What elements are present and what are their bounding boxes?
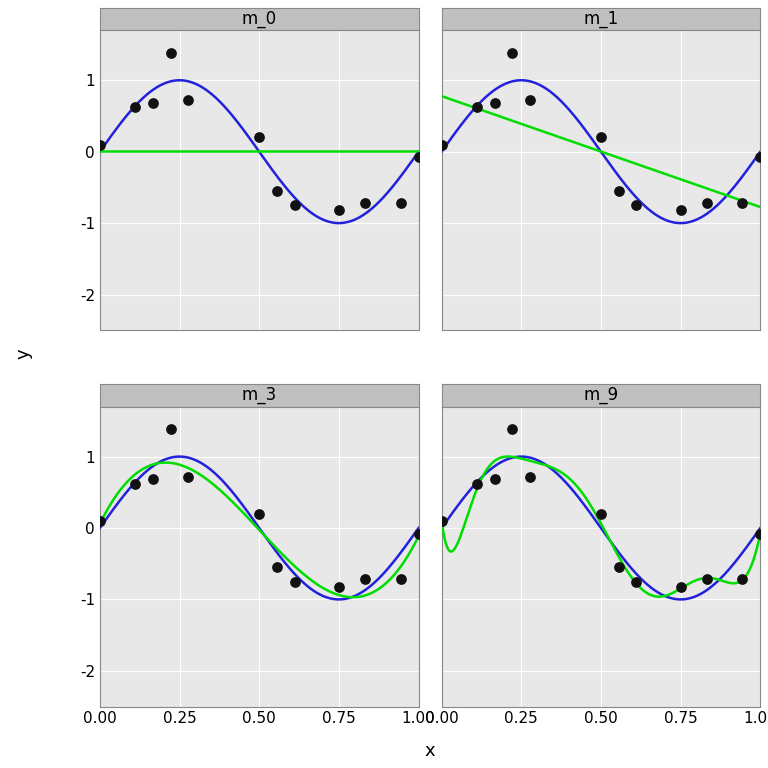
Point <box>147 97 159 109</box>
Point <box>289 575 301 588</box>
Point <box>594 131 607 144</box>
Point <box>164 47 177 59</box>
Point <box>524 471 536 483</box>
Point <box>471 101 483 114</box>
Point <box>164 423 177 435</box>
Point <box>754 528 766 540</box>
Point <box>524 94 536 107</box>
Point <box>435 515 448 527</box>
Point <box>94 138 106 151</box>
Point <box>701 573 713 585</box>
Point <box>737 573 749 585</box>
Text: m_3: m_3 <box>242 386 276 404</box>
Point <box>333 204 345 217</box>
Point <box>754 151 766 164</box>
Point <box>395 573 407 585</box>
Point <box>147 473 159 485</box>
Point <box>182 471 194 483</box>
Text: m_0: m_0 <box>242 10 276 28</box>
Point <box>359 197 372 209</box>
Text: m_9: m_9 <box>584 386 618 404</box>
Point <box>488 473 501 485</box>
Text: x: x <box>425 743 435 760</box>
Point <box>94 515 106 527</box>
Point <box>631 199 643 211</box>
Point <box>271 561 283 574</box>
Point <box>737 197 749 209</box>
Point <box>594 508 607 520</box>
Text: m_1: m_1 <box>584 10 618 28</box>
Point <box>129 478 141 490</box>
Point <box>412 151 425 164</box>
Point <box>412 528 425 540</box>
Point <box>674 581 687 593</box>
Point <box>701 197 713 209</box>
Point <box>253 131 265 144</box>
Point <box>674 204 687 217</box>
Point <box>271 185 283 197</box>
Point <box>395 197 407 209</box>
Point <box>471 478 483 490</box>
Point <box>613 561 625 574</box>
Point <box>506 47 518 59</box>
Point <box>359 573 372 585</box>
Point <box>129 101 141 114</box>
Point <box>506 423 518 435</box>
Point <box>289 199 301 211</box>
Point <box>613 185 625 197</box>
Point <box>182 94 194 107</box>
Point <box>631 575 643 588</box>
Point <box>435 138 448 151</box>
Point <box>333 581 345 593</box>
Point <box>488 97 501 109</box>
Text: y: y <box>14 348 32 359</box>
Point <box>253 508 265 520</box>
